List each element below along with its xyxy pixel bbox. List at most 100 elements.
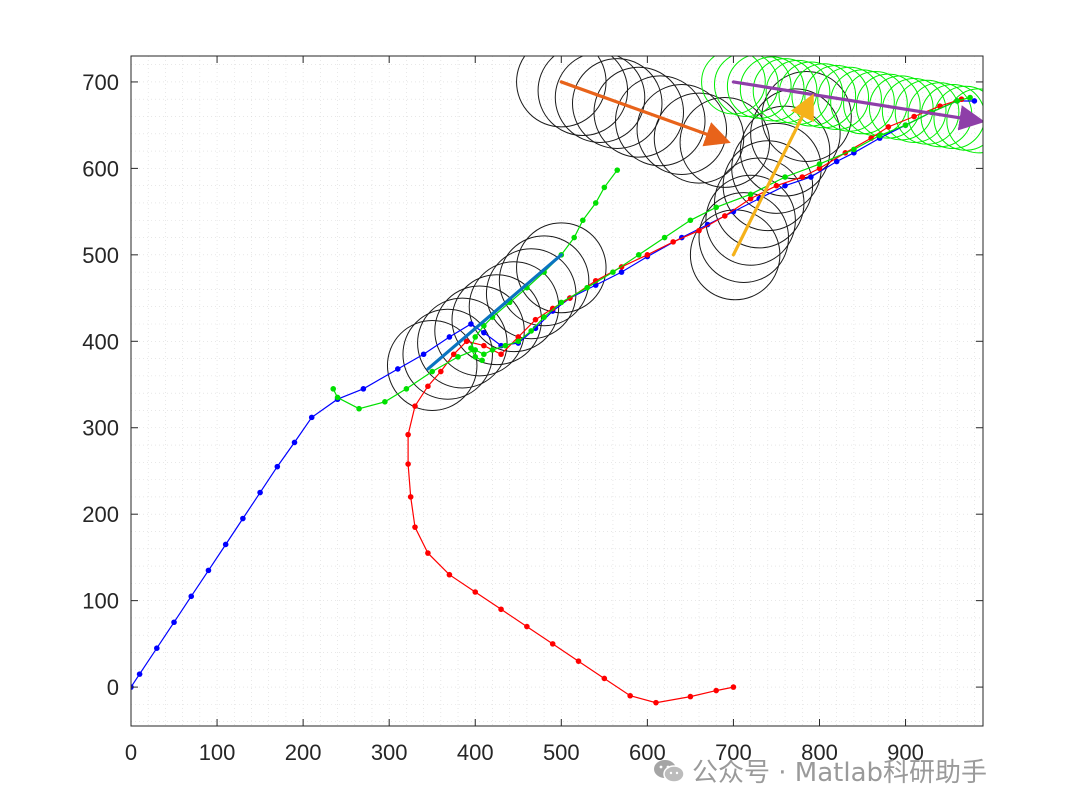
data-point xyxy=(614,167,621,173)
direction-arrow-arrow_orange xyxy=(559,80,731,147)
data-point xyxy=(446,334,453,340)
data-point xyxy=(472,354,479,360)
data-point xyxy=(412,403,418,409)
range-circle xyxy=(593,66,685,158)
data-point xyxy=(816,161,823,167)
data-point xyxy=(747,191,754,198)
y-tick-label: 0 xyxy=(107,675,119,700)
data-point xyxy=(730,208,737,215)
data-point xyxy=(661,234,668,241)
range-circle xyxy=(752,58,818,124)
wechat-icon xyxy=(654,760,685,783)
data-point xyxy=(524,623,530,630)
y-tick-label: 300 xyxy=(82,416,119,441)
data-point xyxy=(498,606,504,613)
data-point xyxy=(687,693,694,700)
circle-group-1 xyxy=(386,222,607,411)
data-point xyxy=(575,658,582,664)
data-point xyxy=(627,692,633,699)
data-point xyxy=(670,239,676,245)
data-point xyxy=(584,284,590,291)
data-point xyxy=(902,122,909,128)
data-point xyxy=(420,351,427,358)
watermark: 公众号 · Matlab科研助手 xyxy=(652,752,987,789)
data-point xyxy=(360,386,367,392)
data-point xyxy=(644,252,651,258)
y-axis: 0 100 200 300 400 500 600 700 xyxy=(82,70,983,700)
series-line xyxy=(407,98,962,704)
data-point xyxy=(549,305,556,312)
data-point xyxy=(558,299,565,306)
x-tick-label: 800 xyxy=(801,740,838,765)
range-circle xyxy=(498,235,590,327)
series-blue-0 xyxy=(131,98,978,690)
data-point xyxy=(472,347,479,353)
data-point xyxy=(405,461,411,467)
data-point xyxy=(403,386,410,392)
x-tick-label: 200 xyxy=(285,740,322,765)
minor-grid xyxy=(130,56,983,726)
data-point xyxy=(601,675,608,682)
data-point xyxy=(911,113,917,120)
data-point xyxy=(580,217,586,224)
data-point xyxy=(653,699,659,706)
data-point xyxy=(489,347,496,353)
data-point xyxy=(876,132,883,139)
data-point xyxy=(515,334,522,340)
x-tick-label: 100 xyxy=(199,740,236,765)
data-point xyxy=(481,329,487,336)
plot-area xyxy=(131,56,983,706)
range-circle xyxy=(855,73,921,139)
data-point xyxy=(618,269,625,275)
range-circle xyxy=(705,174,796,266)
data-point xyxy=(782,174,788,180)
range-circle xyxy=(714,56,779,118)
range-circle xyxy=(722,140,814,232)
range-circle xyxy=(761,71,852,162)
data-point xyxy=(713,204,720,211)
data-point xyxy=(967,94,973,101)
data-point xyxy=(782,182,788,189)
data-point xyxy=(479,357,485,364)
data-point xyxy=(330,386,337,392)
watermark-text: 公众号 · Matlab科研助手 xyxy=(692,758,988,788)
data-point xyxy=(541,314,547,320)
range-circle xyxy=(554,56,646,143)
data-point xyxy=(481,342,487,349)
range-circle xyxy=(653,92,745,184)
data-point xyxy=(722,213,728,219)
data-point xyxy=(601,184,608,191)
direction-arrow-line_cyan xyxy=(426,253,563,371)
range-circle xyxy=(881,77,947,143)
range-circle xyxy=(946,88,983,154)
series-line xyxy=(332,96,971,410)
range-circle xyxy=(920,84,983,149)
data-point xyxy=(468,345,474,352)
y-tick-label: 200 xyxy=(82,502,119,527)
data-point xyxy=(799,174,806,180)
series-line xyxy=(470,169,618,361)
data-point xyxy=(394,366,401,372)
data-point xyxy=(382,399,388,405)
data-point xyxy=(592,200,599,206)
data-point xyxy=(502,342,509,349)
data-point xyxy=(334,394,341,401)
data-point xyxy=(610,269,616,275)
y-tick-label: 700 xyxy=(82,70,119,95)
data-point xyxy=(356,405,362,412)
data-point xyxy=(472,334,479,340)
range-circle xyxy=(417,297,508,389)
data-point xyxy=(747,195,754,202)
range-circle xyxy=(830,69,895,135)
data-point xyxy=(696,227,702,234)
x-tick-label: 400 xyxy=(457,740,494,765)
range-circle xyxy=(615,75,706,167)
data-point xyxy=(222,541,229,548)
data-point xyxy=(154,645,160,651)
range-circle xyxy=(516,222,607,314)
data-point xyxy=(472,589,479,595)
range-circle xyxy=(739,105,831,197)
series-green-2 xyxy=(330,94,973,412)
y-tick-label: 600 xyxy=(82,156,119,181)
data-point xyxy=(954,98,960,104)
